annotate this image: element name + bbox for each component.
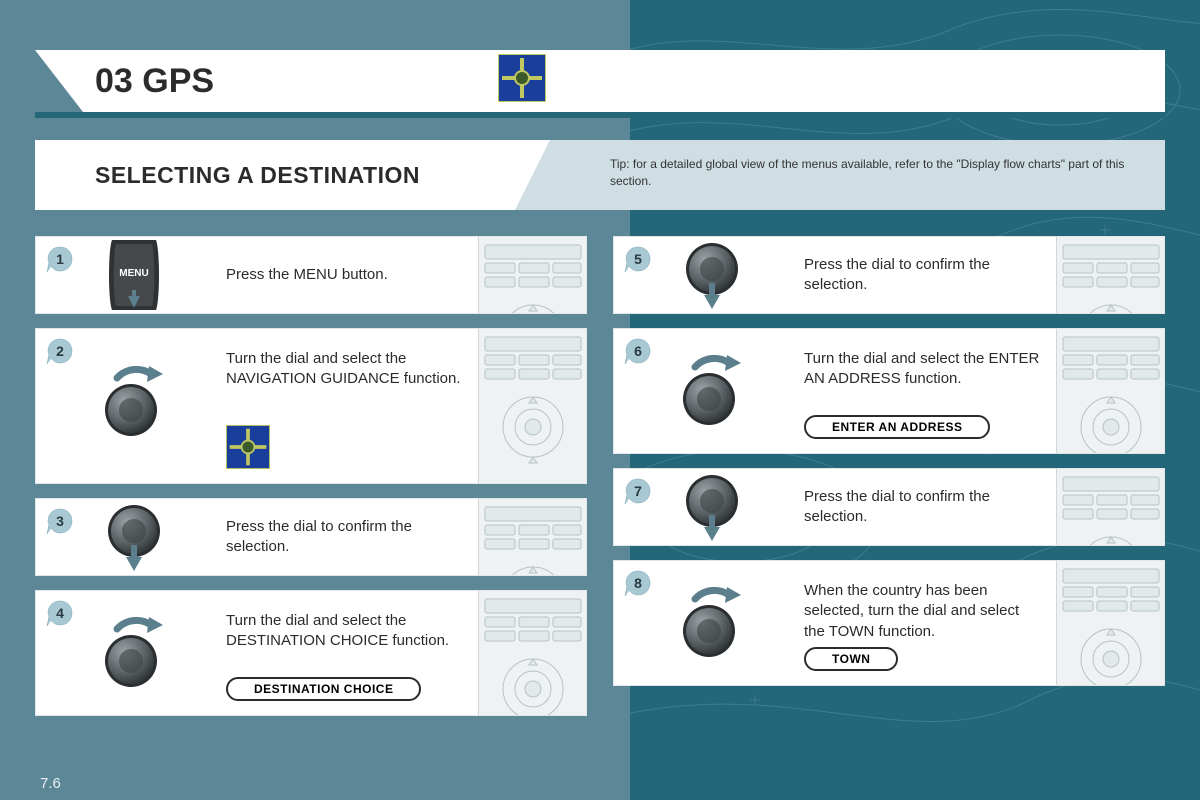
step-8: 8 When the country has been selected, tu… bbox=[613, 560, 1165, 686]
step-number-badge: 1 bbox=[46, 245, 74, 273]
press-icon bbox=[672, 239, 752, 311]
step-2: 2 Turn the dial and select the NAVIGATIO… bbox=[35, 328, 587, 484]
step-instruction: Press the dial to confirm the selection. bbox=[804, 255, 1044, 296]
step-instruction: Turn the dial and select the ENTER AN AD… bbox=[804, 349, 1044, 390]
function-pill: TOWN bbox=[804, 647, 898, 671]
press-icon bbox=[94, 501, 174, 573]
tip-text: Tip: for a detailed global view of the m… bbox=[610, 156, 1140, 190]
turn-icon bbox=[672, 585, 752, 661]
steps-column-left: 1 MENU Press the MENU button. 2 Turn the … bbox=[35, 236, 587, 730]
tip-panel: Tip: for a detailed global view of the m… bbox=[550, 140, 1165, 210]
step-7: 7 Press the dial to confirm the selectio… bbox=[613, 468, 1165, 546]
console-illustration bbox=[1056, 329, 1164, 453]
chapter-underline bbox=[35, 112, 1165, 118]
console-illustration bbox=[478, 329, 586, 483]
console-illustration bbox=[1056, 561, 1164, 685]
step-instruction: Turn the dial and select the DESTINATION… bbox=[226, 611, 466, 652]
console-illustration bbox=[478, 499, 586, 575]
step-3: 3 Press the dial to confirm the selectio… bbox=[35, 498, 587, 576]
step-6: 6 Turn the dial and select the ENTER AN … bbox=[613, 328, 1165, 454]
section-title: SELECTING A DESTINATION bbox=[95, 162, 420, 189]
console-illustration bbox=[1056, 469, 1164, 545]
function-pill: ENTER AN ADDRESS bbox=[804, 415, 990, 439]
step-instruction: Press the dial to confirm the selection. bbox=[226, 517, 466, 558]
step-number-badge: 5 bbox=[624, 245, 652, 273]
page-number: 7.6 bbox=[40, 775, 61, 792]
step-instruction: When the country has been selected, turn… bbox=[804, 581, 1044, 642]
press-icon bbox=[672, 471, 752, 543]
step-number-badge: 3 bbox=[46, 507, 74, 535]
chapter-header: 03 GPS bbox=[35, 50, 1165, 112]
turn-icon bbox=[94, 615, 174, 691]
step-5: 5 Press the dial to confirm the selectio… bbox=[613, 236, 1165, 314]
step-number-badge: 7 bbox=[624, 477, 652, 505]
turn-icon bbox=[672, 353, 752, 429]
nav-guidance-icon bbox=[226, 425, 270, 469]
svg-text:MENU: MENU bbox=[119, 268, 148, 279]
step-number-badge: 4 bbox=[46, 599, 74, 627]
step-number-badge: 8 bbox=[624, 569, 652, 597]
turn-icon bbox=[94, 364, 174, 440]
steps-column-right: 5 Press the dial to confirm the selectio… bbox=[613, 236, 1165, 700]
nav-guidance-icon bbox=[498, 54, 546, 102]
console-illustration bbox=[478, 591, 586, 715]
console-illustration bbox=[478, 237, 586, 313]
console-illustration bbox=[1056, 237, 1164, 313]
menu-icon: MENU bbox=[94, 240, 174, 310]
function-pill: DESTINATION CHOICE bbox=[226, 677, 421, 701]
step-number-badge: 2 bbox=[46, 337, 74, 365]
step-instruction: Press the dial to confirm the selection. bbox=[804, 487, 1044, 528]
step-number-badge: 6 bbox=[624, 337, 652, 365]
step-instruction: Turn the dial and select the NAVIGATION … bbox=[226, 349, 466, 390]
step-1: 1 MENU Press the MENU button. bbox=[35, 236, 587, 314]
step-instruction: Press the MENU button. bbox=[226, 265, 466, 285]
step-4: 4 Turn the dial and select the DESTINATI… bbox=[35, 590, 587, 716]
chapter-title: 03 GPS bbox=[95, 62, 214, 101]
